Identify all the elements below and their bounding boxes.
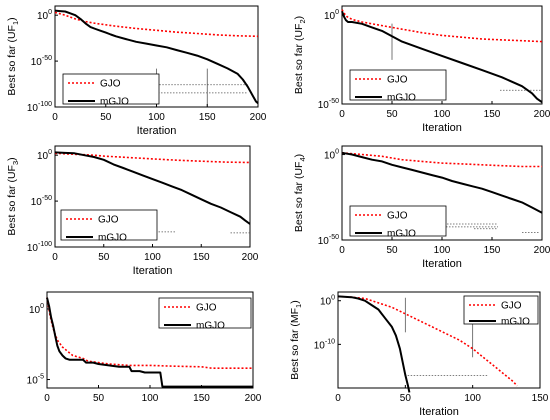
x-tick-label: 150	[193, 393, 210, 404]
panel-uf1: 0 50 100 150 200 100 10-50 10-100 Iteration Best …	[6, 5, 267, 137]
x-tick-label: 100	[434, 109, 451, 120]
x-tick-label: 50	[386, 245, 398, 256]
x-tick-label: 150	[532, 393, 549, 404]
x-axis-label: Iteration	[133, 265, 173, 277]
legend-box	[60, 209, 158, 241]
legend-label-gjo: GJO	[501, 301, 522, 312]
y-tick-label: 10-50	[31, 55, 52, 68]
series-line-gjo	[341, 152, 542, 168]
x-tick-label: 50	[386, 109, 398, 120]
legend-label-gjo: GJO	[387, 75, 408, 86]
panel-uf3: 0 50 100 150 200 100 10-50 10-100 Iteration Best …	[6, 145, 259, 277]
x-tick-label: 0	[339, 109, 345, 120]
x-axis-label: Iteration	[419, 406, 459, 418]
legend: GJO mGJO	[463, 295, 539, 328]
x-axis-label: Iteration	[422, 258, 462, 270]
y-tick-label: 100	[324, 149, 339, 162]
panel-uf2: 0 50 100 150 200 100 10-50 Iteration Best so far…	[293, 5, 550, 134]
series-line-mgjo	[341, 10, 543, 104]
y-tick-label: 100	[37, 9, 52, 22]
legend-label-gjo: GJO	[100, 79, 121, 90]
panel-uf4: 0 50 100 150 200 100 10-50 Iteration Best so far…	[293, 145, 550, 270]
x-tick-label: 200	[534, 109, 550, 120]
series-line-gjo	[337, 295, 518, 387]
series-line-mgjo	[46, 297, 253, 388]
x-tick-label: 200	[242, 252, 259, 263]
legend: GJO mGJO	[349, 69, 447, 104]
legend-box	[158, 297, 252, 329]
x-tick-label: 0	[52, 112, 58, 123]
legend-label-mgjo: mGJO	[196, 321, 225, 332]
x-tick-label: 50	[93, 393, 105, 404]
legend-label-gjo: GJO	[196, 303, 217, 314]
legend: GJO mGJO	[60, 209, 158, 244]
axes-frame	[337, 291, 541, 389]
x-tick-label: 150	[199, 112, 216, 123]
x-tick-label: 200	[250, 112, 267, 123]
y-axis-label: Best so far (UF1)	[6, 17, 20, 95]
legend: GJO mGJO	[62, 73, 160, 108]
x-tick-label: 100	[464, 393, 481, 404]
y-tick-label: 10-50	[318, 98, 339, 111]
y-tick-label: 10-10	[314, 338, 335, 351]
y-axis-label: Best so far (UF4)	[293, 154, 307, 232]
legend-label-mgjo: mGJO	[387, 93, 416, 104]
series-line-gjo	[341, 9, 543, 43]
legend-box	[62, 73, 160, 105]
legend: GJO mGJO	[158, 297, 252, 332]
x-tick-label: 100	[148, 112, 165, 123]
y-tick-label: 10-5	[27, 374, 44, 387]
x-tick-label: 0	[52, 252, 58, 263]
legend-label-mgjo: mGJO	[100, 97, 129, 108]
legend: GJO mGJO	[349, 205, 447, 240]
panel-mf1: 0 50 100 150 100 10-10 Iteration Best so far (M…	[289, 291, 549, 418]
x-tick-label: 0	[339, 245, 345, 256]
legend-box	[463, 295, 539, 325]
series-line-gjo	[54, 11, 259, 38]
x-tick-label: 150	[193, 252, 210, 263]
y-axis-label: Best so far (MF1)	[289, 300, 303, 379]
y-tick-label: 100	[37, 149, 52, 162]
y-tick-label: 100	[320, 295, 335, 308]
legend-label-gjo: GJO	[387, 211, 408, 222]
x-tick-label: 50	[400, 393, 412, 404]
series-line-mgjo	[54, 151, 251, 225]
x-tick-label: 50	[98, 252, 110, 263]
y-tick-label: 10-50	[318, 234, 339, 247]
series-line-mgjo	[341, 151, 543, 214]
legend-box	[349, 205, 447, 237]
legend-label-mgjo: mGJO	[501, 317, 530, 328]
x-tick-label: 100	[144, 252, 161, 263]
x-tick-label: 100	[434, 245, 451, 256]
y-tick-label: 10-50	[31, 195, 52, 208]
y-axis-label: Best so far (UF3)	[6, 157, 20, 235]
x-tick-label: 0	[335, 393, 341, 404]
y-tick-label: 100	[324, 9, 339, 22]
x-tick-label: 150	[484, 109, 501, 120]
legend-label-mgjo: mGJO	[98, 233, 127, 244]
x-axis-label: Iteration	[137, 125, 177, 137]
series-line-mgjo	[337, 295, 411, 393]
x-tick-label: 50	[100, 112, 112, 123]
x-tick-label: 200	[534, 245, 550, 256]
x-tick-label: 0	[44, 393, 50, 404]
series-line-mgjo	[54, 9, 259, 105]
x-axis-label: Iteration	[422, 122, 462, 134]
legend-box	[349, 69, 447, 101]
y-tick-label: 10-100	[27, 241, 52, 254]
panel-uf5: 0 50 100 150 200 100 10-5 GJO mGJO	[27, 291, 262, 404]
x-tick-label: 200	[245, 393, 262, 404]
legend-label-mgjo: mGJO	[387, 229, 416, 240]
y-tick-label: 10-100	[27, 101, 52, 114]
y-axis-label: Best so far (UF2)	[293, 16, 307, 94]
x-tick-label: 150	[484, 245, 501, 256]
legend-label-gjo: GJO	[98, 215, 119, 226]
x-tick-label: 100	[142, 393, 159, 404]
y-tick-label: 100	[29, 303, 44, 316]
